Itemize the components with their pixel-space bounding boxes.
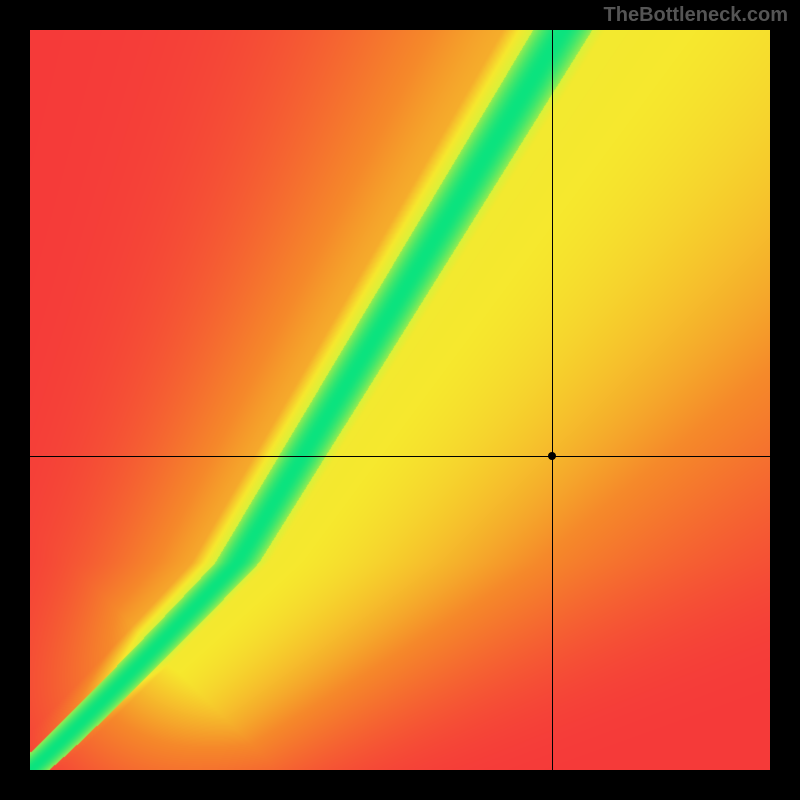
plot-area <box>30 30 770 770</box>
marker-dot <box>548 452 556 460</box>
heatmap-canvas <box>30 30 770 770</box>
chart-container: TheBottleneck.com <box>0 0 800 800</box>
watermark-text: TheBottleneck.com <box>604 4 788 27</box>
crosshair-horizontal <box>30 456 770 457</box>
crosshair-vertical <box>552 30 553 770</box>
